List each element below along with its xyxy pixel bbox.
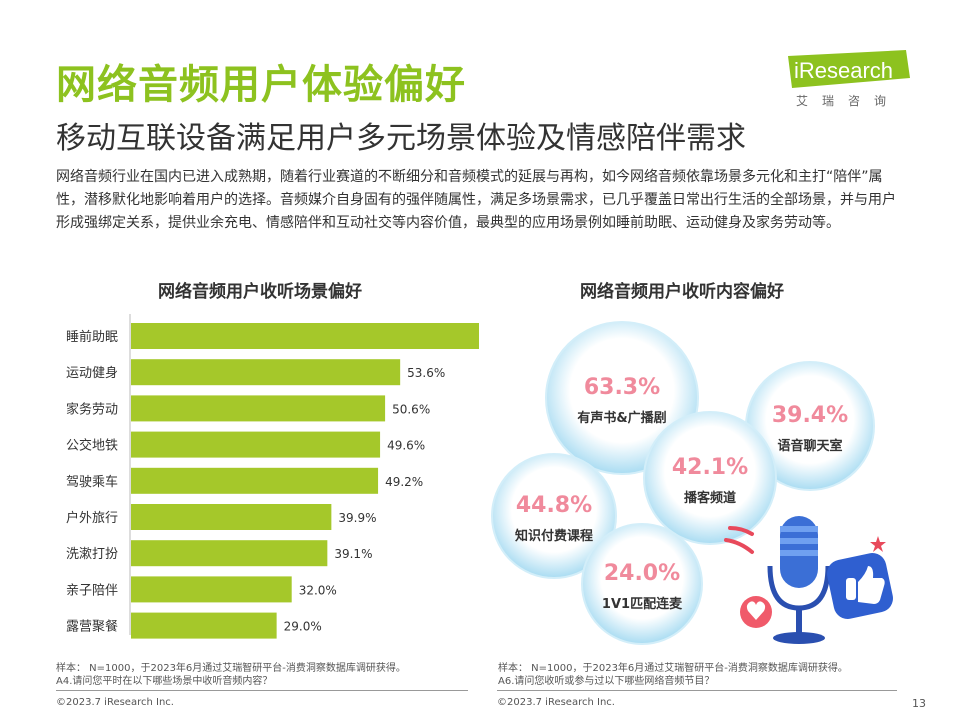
microphone-illustration — [767, 516, 831, 644]
category-label: 露营聚餐 — [66, 619, 118, 635]
bubble-category-label: 播客频道 — [684, 490, 736, 506]
content-bubble — [581, 523, 703, 645]
footer-divider-right — [497, 690, 897, 691]
bar — [131, 431, 381, 458]
logo-wordmark: iResearch — [794, 58, 894, 83]
category-label: 运动健身 — [66, 365, 118, 381]
bar-value-label: 49.6% — [387, 439, 425, 453]
thumbs-up-icon — [827, 553, 893, 619]
intro-paragraph: 网络音频行业在国内已进入成熟期，随着行业赛道的不断细分和音频模式的延展与再构，如… — [56, 169, 896, 231]
bar-value-label: 39.9% — [338, 511, 376, 525]
sample-note-right: 样本： N=1000，于2023年6月通过艾瑞智研平台-消费洞察数据库调研获得。… — [498, 662, 848, 688]
content-bubble — [643, 411, 777, 545]
page-subtitle: 移动互联设备满足用户多元场景体验及情感陪伴需求 — [56, 121, 746, 156]
bar — [131, 540, 328, 567]
sound-wave-icon — [724, 526, 754, 554]
sample-note-line: 样本： N=1000，于2023年6月通过艾瑞智研平台-消费洞察数据库调研获得。 — [56, 663, 406, 674]
bar — [131, 467, 379, 494]
bar — [131, 323, 479, 349]
copyright-right: ©2023.7 iResearch Inc. — [497, 697, 615, 708]
bubble-value-label: 42.1% — [672, 455, 748, 480]
bubble-layer: 63.3% 有声书&广播剧 39.4% 语音聊天室 42.1% 播客频道 44.8% 知识付费… — [491, 321, 875, 645]
bubble-value-label: 39.4% — [772, 403, 848, 428]
category-label: 睡前助眠 — [66, 329, 118, 345]
bar-value-label: 39.1% — [334, 547, 372, 561]
bar — [131, 395, 386, 422]
bar-chart-title: 网络音频用户收听场景偏好 — [158, 282, 362, 302]
content-bubble-chart: 63.3% 有声书&广播剧 39.4% 语音聊天室 42.1% 播客频道 44.8% 知识付费… — [491, 321, 893, 645]
bar — [131, 612, 277, 639]
bar-value-label: 49.2% — [385, 475, 423, 489]
bubble-chart-title: 网络音频用户收听内容偏好 — [580, 282, 784, 302]
page-number: 13 — [912, 697, 926, 710]
scene-bar-chart: 睡前助眠69.3%运动健身53.6%家务劳动50.6%公交地铁49.6%驾驶乘车… — [66, 314, 479, 639]
bar — [131, 576, 292, 603]
bubble-category-label: 1V1匹配连麦 — [602, 596, 683, 612]
copyright-left: ©2023.7 iResearch Inc. — [56, 697, 174, 708]
content-bubble — [491, 453, 617, 579]
sample-note-left: 样本： N=1000，于2023年6月通过艾瑞智研平台-消费洞察数据库调研获得。… — [56, 662, 406, 688]
footer-divider-left — [56, 690, 468, 691]
category-label: 洗漱打扮 — [66, 547, 118, 562]
question-note-line: A6.请问您收听或参与过以下哪些网络音频节目？ — [498, 676, 715, 687]
sample-note-line: 样本： N=1000，于2023年6月通过艾瑞智研平台-消费洞察数据库调研获得。 — [498, 663, 848, 674]
star-icon — [870, 536, 886, 552]
category-label: 亲子陪伴 — [66, 583, 118, 598]
bar — [131, 504, 332, 530]
bar-value-label: 32.0% — [299, 583, 337, 597]
bar — [131, 359, 401, 386]
page-title: 网络音频用户体验偏好 — [56, 62, 466, 108]
category-label: 家务劳动 — [66, 401, 118, 417]
category-label: 户外旅行 — [66, 510, 118, 526]
category-label: 驾驶乘车 — [66, 474, 118, 490]
question-note-line: A4.请问您平时在以下哪些场景中收听音频内容？ — [56, 676, 273, 687]
bubble-category-label: 有声书&广播剧 — [577, 410, 666, 426]
bubble-category-label: 语音聊天室 — [777, 438, 842, 454]
bubble-category-label: 知识付费课程 — [515, 528, 593, 544]
iresearch-logo: iResearch 艾瑞咨询 — [782, 48, 912, 108]
bar-value-label: 50.6% — [392, 402, 430, 416]
bubble-value-label: 24.0% — [604, 561, 680, 586]
category-label: 公交地铁 — [66, 438, 118, 454]
bar-value-label: 29.0% — [284, 620, 322, 634]
bubble-value-label: 63.3% — [584, 375, 660, 400]
heart-icon — [740, 596, 772, 628]
bubble-value-label: 44.8% — [516, 493, 592, 518]
bar-value-label: 53.6% — [407, 366, 445, 380]
logo-shape — [788, 50, 910, 88]
logo-cn-text: 艾瑞咨询 — [796, 94, 901, 108]
